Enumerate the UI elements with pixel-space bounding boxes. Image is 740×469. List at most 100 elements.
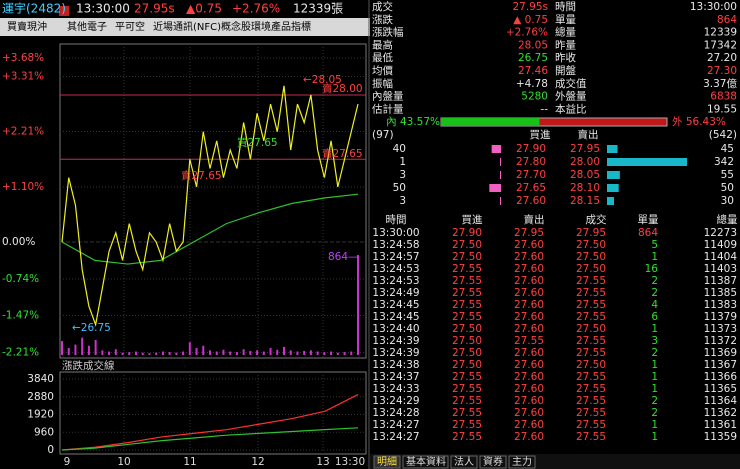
trade-cell: 27.60 <box>514 323 544 335</box>
volume-line <box>61 393 359 451</box>
trade-cell: 27.55 <box>576 275 606 287</box>
x-tick-label: 9 <box>64 456 71 468</box>
book-header: 買進 <box>530 129 551 141</box>
volume: 12339張 <box>293 2 343 16</box>
trade-cell: 27.60 <box>514 239 544 251</box>
y-tick-label: +3.31% <box>2 71 44 83</box>
icon <box>59 6 69 16</box>
trade-cell: 13:24:53 <box>372 275 419 287</box>
quote-value: 27.20 <box>707 52 737 64</box>
tab[interactable]: 基本資料 <box>406 455 446 468</box>
bid-bar <box>500 197 501 205</box>
trade-cell: 27.60 <box>514 275 544 287</box>
tag[interactable]: 買賣現沖 <box>7 20 47 33</box>
tab-box[interactable] <box>373 455 401 469</box>
tab-box[interactable] <box>479 455 507 469</box>
trade-cell: 27.50 <box>576 323 606 335</box>
trade-cell: 27.55 <box>576 419 606 431</box>
trade-cell: 27.60 <box>514 371 544 383</box>
trade-cell: 12273 <box>704 227 737 239</box>
stock-name: 運宇(2482) <box>2 2 66 16</box>
quote-value: -- <box>540 103 548 115</box>
ask-bar <box>607 197 615 205</box>
quote-label: 昨收 <box>555 51 576 64</box>
trade-cell: 13:24:28 <box>372 407 419 419</box>
volume-chart-title: 漲跌成交線 <box>62 359 115 372</box>
volume-bar <box>148 353 151 355</box>
trade-cell: 27.50 <box>576 263 606 275</box>
trade-cell: 2 <box>651 287 658 299</box>
volume-bar <box>101 350 104 355</box>
tag[interactable]: 平可空 <box>115 20 145 33</box>
tab[interactable]: 明細 <box>377 455 397 468</box>
trade-cell: 27.55 <box>452 431 482 443</box>
trade-cell: 27.50 <box>452 347 482 359</box>
trade-cell: 13:24:37 <box>372 371 419 383</box>
volume-bar <box>182 351 185 355</box>
average-line <box>61 193 359 265</box>
tag[interactable]: 環境產品指標 <box>251 20 311 33</box>
trade-cell: 2 <box>651 347 658 359</box>
ask-volume: 45 <box>721 143 734 155</box>
volume-bar <box>202 345 205 355</box>
ask-volume: 342 <box>714 156 734 168</box>
trade-cell: 27.55 <box>576 311 606 323</box>
tag[interactable]: 近場通訊(NFC)概念股 <box>153 20 251 33</box>
trade-cell: 13:24:33 <box>372 383 419 395</box>
quote-value: 27.46 <box>518 65 548 77</box>
trade-header: 賣出 <box>524 213 545 226</box>
trade-cell: 2 <box>651 407 658 419</box>
trade-cell: 11366 <box>704 371 738 383</box>
volume-bar <box>336 352 339 355</box>
trade-cell: 11364 <box>704 395 738 407</box>
trade-cell: 11404 <box>704 251 738 263</box>
quote-value: 26.75 <box>518 52 548 64</box>
volume-bar <box>350 351 353 355</box>
quote-label: 成交值 <box>555 77 587 90</box>
time: 13:30:00 <box>76 2 130 16</box>
ask-price: 28.00 <box>570 156 600 168</box>
trade-cell: 1 <box>651 383 658 395</box>
trade-cell: 13:24:27 <box>372 419 419 431</box>
bid-volume: 1 <box>399 156 406 168</box>
tab[interactable]: 資券 <box>483 455 503 468</box>
trade-cell: 11361 <box>704 419 737 431</box>
ask-bar <box>607 184 619 192</box>
trade-cell: 27.60 <box>514 407 544 419</box>
volume-bar <box>108 351 111 355</box>
tab[interactable]: 法人 <box>454 455 474 468</box>
volume-bar <box>222 349 225 355</box>
trade-cell: 13:24:39 <box>372 347 419 359</box>
trade-cell: 11385 <box>704 287 737 299</box>
volume-bar <box>168 352 171 355</box>
ask-bar <box>607 158 687 166</box>
tab-box[interactable] <box>450 455 478 469</box>
bid-bar <box>500 158 501 166</box>
tab-box[interactable] <box>508 455 536 469</box>
quote-label: 均價 <box>372 64 393 77</box>
trade-cell: 27.55 <box>452 395 482 407</box>
quote-label: 估計量 <box>372 102 404 115</box>
volume-bar <box>242 349 245 355</box>
quote-label: 漲跌幅 <box>372 26 404 39</box>
y-tick-label: +1.10% <box>2 181 44 193</box>
trade-cell: 864 <box>638 227 658 239</box>
volume-bar <box>67 348 70 355</box>
trade-cell: 27.60 <box>514 347 544 359</box>
volume-bar <box>81 337 84 355</box>
trade-cell: 27.55 <box>452 371 482 383</box>
volume-bar <box>94 339 97 355</box>
quote-label: 漲跌 <box>372 13 393 26</box>
trade-cell: 27.60 <box>514 251 544 263</box>
volume-bar <box>249 350 252 355</box>
trade-cell: 27.55 <box>576 335 606 347</box>
quote-label: 最低 <box>372 51 393 64</box>
tab-box[interactable] <box>402 455 449 469</box>
volume-bar <box>256 350 259 355</box>
tab[interactable]: 主力 <box>512 455 532 468</box>
trade-header: 買進 <box>462 214 483 226</box>
volume-bar <box>262 351 265 355</box>
tag[interactable]: 其他電子 <box>67 20 107 33</box>
y-tick-label: +2.21% <box>2 126 44 138</box>
